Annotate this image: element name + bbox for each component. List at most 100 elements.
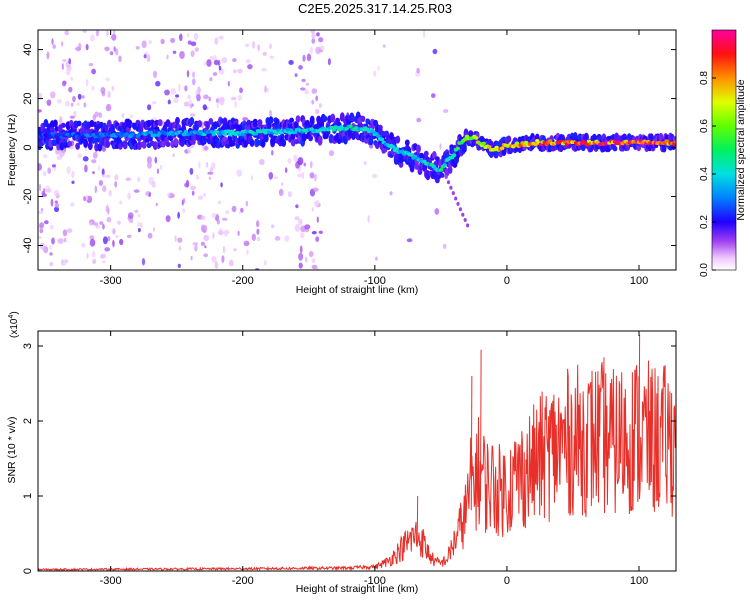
spectrogram-noise-cell xyxy=(91,68,96,75)
spectrogram-noise-cell xyxy=(300,87,306,91)
spectrogram-noise-cell xyxy=(147,104,152,111)
spectrogram-noise-cell xyxy=(305,82,310,86)
spectrogram-noise-cell xyxy=(58,238,64,244)
spectrogram-noise-cell xyxy=(271,150,274,156)
spectrogram-noise-cell xyxy=(216,219,220,225)
spectrogram-ridge-cell xyxy=(152,141,158,151)
spectrogram-noise-cell xyxy=(406,238,413,243)
spectrogram-noise-cell xyxy=(302,54,306,62)
spectrogram-noise-cell xyxy=(71,180,75,184)
spectrogram-noise-cell xyxy=(58,149,65,157)
spectrogram-noise-cell xyxy=(69,115,75,119)
spectrogram-ridge-cell xyxy=(260,139,266,148)
spectrogram-ridge-core xyxy=(455,146,460,151)
spectrogram-noise-cell xyxy=(73,110,77,118)
spectrogram-ridge-cell xyxy=(141,140,147,149)
spectrogram-streak-cell xyxy=(454,196,458,201)
x-tick-label: -100 xyxy=(364,275,386,287)
spectrogram-noise-cell xyxy=(315,236,320,243)
spectrogram-noise-cell xyxy=(246,249,249,255)
spectrogram-ridge-core xyxy=(400,149,405,154)
spectrogram-ridge-cell xyxy=(76,120,82,127)
spectrogram-noise-cell xyxy=(240,207,244,213)
spectrogram-noise-cell xyxy=(39,227,44,231)
spectrogram-ridge-cell xyxy=(462,142,467,151)
spectrogram-noise-cell xyxy=(106,216,112,223)
spectrogram-noise-cell xyxy=(187,146,192,154)
spectrogram-noise-cell xyxy=(51,237,55,245)
spectrogram-noise-cell xyxy=(88,62,94,67)
spectrogram-noise-cell xyxy=(56,98,63,104)
spectrogram-noise-cell xyxy=(121,113,125,118)
colorbar-tick-label: 0.0 xyxy=(699,263,710,277)
spectrogram-noise-cell xyxy=(85,194,89,201)
spectrogram-noise-cell xyxy=(206,59,212,67)
spectrogram-ridge-core xyxy=(514,141,520,146)
spectrogram-ridge-cell xyxy=(263,134,269,143)
spectrogram-ridge-core xyxy=(274,131,279,136)
spectrogram-noise-cell xyxy=(172,50,177,54)
spectrogram-noise-cell xyxy=(119,200,123,205)
spectrogram-noise-cell xyxy=(102,185,107,192)
spectrogram-noise-cell xyxy=(328,150,335,157)
snr-spike xyxy=(480,349,482,502)
spectrogram-noise-cell xyxy=(187,40,192,45)
spectrogram-ridge-core xyxy=(181,132,187,137)
spectrogram-noise-cell xyxy=(154,156,158,164)
spectrogram-ridge-core xyxy=(376,134,381,138)
spectrogram-noise-cell xyxy=(293,154,298,162)
spectrogram-ridge-core xyxy=(664,139,669,143)
spectrogram-ridge-cell xyxy=(322,115,328,122)
spectrogram-noise-cell xyxy=(227,81,230,87)
spectrogram-noise-cell xyxy=(151,101,157,105)
spectrogram-ridge-cell xyxy=(395,135,401,144)
spectrogram-noise-cell xyxy=(127,192,131,200)
spectrogram-noise-cell xyxy=(54,203,60,208)
spectrogram-ridge-core xyxy=(474,136,479,140)
spectrogram-ridge-cell xyxy=(330,113,336,123)
spectrogram-ridge-cell xyxy=(103,124,109,132)
spectrogram-ridge-core xyxy=(463,137,468,142)
spectrogram-noise-cell xyxy=(64,30,69,36)
y-tick-label: 1 xyxy=(22,493,34,499)
spectrogram-noise-cell xyxy=(432,48,438,55)
spectrogram-noise-cell xyxy=(178,84,181,92)
spectrogram-noise-cell xyxy=(204,245,207,249)
spectrogram-ridge-cell xyxy=(122,141,128,150)
spectrogram-noise-cell xyxy=(219,98,225,106)
spectrogram-ridge-core xyxy=(390,145,396,149)
svg-text:(x104): (x104) xyxy=(8,311,20,338)
spectrogram-noise-cell xyxy=(170,87,176,95)
x-tick-label: -200 xyxy=(232,275,254,287)
spectrogram-noise-cell xyxy=(194,244,198,252)
spectrogram-ridge-cell xyxy=(205,121,211,130)
spectrogram-noise-cell xyxy=(216,102,219,109)
spectrogram-ridge-core xyxy=(348,124,353,129)
spectrogram-noise-cell xyxy=(191,78,196,86)
spectrogram-noise-cell xyxy=(281,182,284,186)
spectrogram-noise-cell xyxy=(106,204,109,210)
spectrogram-noise-cell xyxy=(311,99,315,105)
spectrogram-ridge-cell xyxy=(409,164,415,173)
spectrogram-noise-cell xyxy=(200,215,206,220)
spectrogram-ridge-cell xyxy=(368,136,374,146)
colorbar-tick-label: 0.4 xyxy=(699,167,710,181)
spectrogram-noise-cell xyxy=(125,177,132,181)
spectrogram-noise-cell xyxy=(315,95,319,102)
spectrogram-noise-cell xyxy=(242,117,249,121)
spectrogram-noise-cell xyxy=(156,168,160,174)
spectrogram-noise-cell xyxy=(318,230,323,234)
spectrogram-x-ticks: -300 -200 -100 0 100 xyxy=(100,30,648,287)
spectrogram-ridge-cell xyxy=(658,132,664,142)
x-tick-label: 100 xyxy=(630,275,648,287)
spectrogram-noise-cell xyxy=(50,198,54,207)
spectrogram-noise-cell xyxy=(178,245,182,251)
spectrogram-noise-cell xyxy=(172,153,175,157)
spectrogram-ridge-core xyxy=(481,141,486,146)
spectrogram-noise-cell xyxy=(94,185,98,194)
spectrogram-ridge-cell xyxy=(584,132,589,142)
spectrogram-ridge-core xyxy=(337,127,342,132)
spectrogram-ridge-cell xyxy=(257,119,263,127)
spectrogram-noise-cell xyxy=(107,90,111,99)
